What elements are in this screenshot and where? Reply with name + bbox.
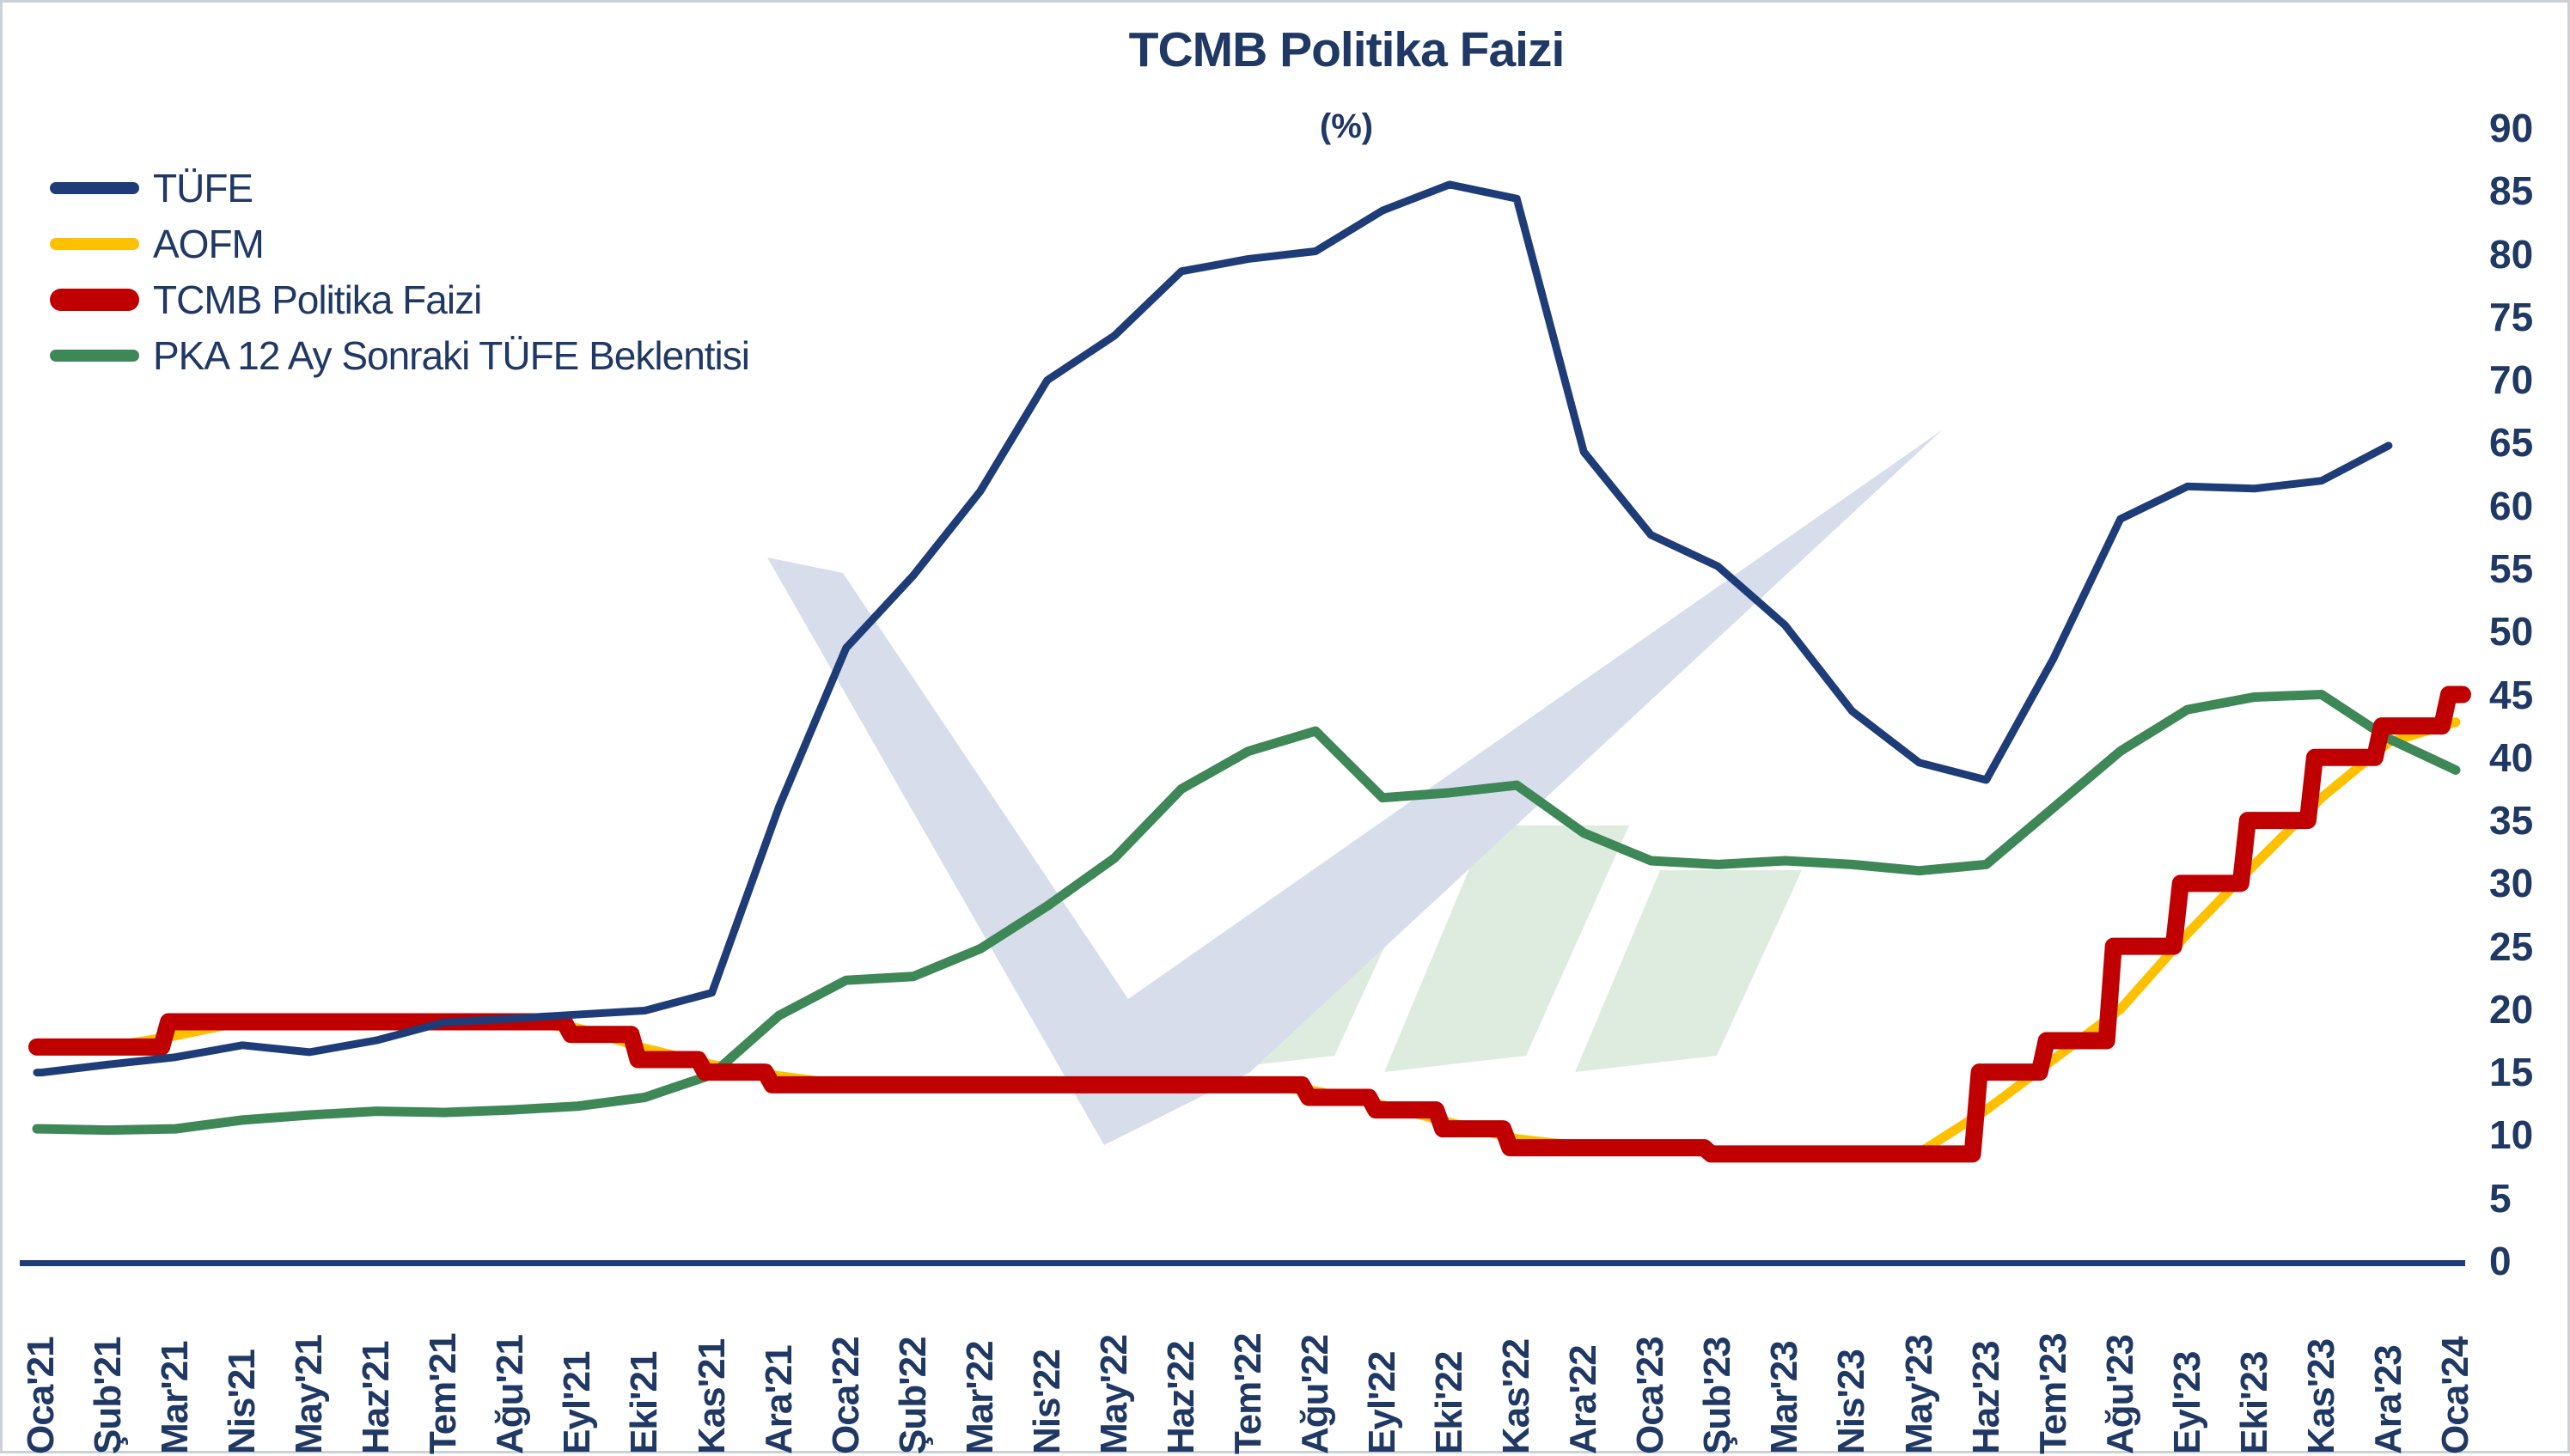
legend-swatch-pka-beklenti	[50, 349, 139, 362]
x-tick-label: Nis'21	[221, 1349, 264, 1454]
y-tick-label: 75	[2489, 294, 2534, 339]
x-tick-label: Ara'22	[1562, 1345, 1605, 1454]
legend-item-aofm: AOFM	[50, 216, 749, 271]
x-tick-label: Haz'22	[1159, 1341, 1202, 1454]
y-tick-label: 25	[2489, 923, 2534, 969]
x-tick-label: May'21	[288, 1335, 331, 1454]
x-tick-label: Kas'23	[2299, 1338, 2342, 1454]
x-tick-label: Kas'21	[690, 1338, 733, 1454]
y-tick-label: 40	[2489, 734, 2534, 780]
x-tick-label: Tem'22	[1226, 1333, 1269, 1454]
x-tick-label: Ara'21	[757, 1345, 800, 1454]
y-tick-label: 5	[2489, 1175, 2512, 1221]
legend-swatch-aofm	[50, 237, 139, 250]
y-tick-label: 70	[2489, 357, 2534, 403]
x-tick-label: Tem'21	[422, 1333, 465, 1454]
chart-title: TCMB Politika Faizi	[1128, 22, 1566, 77]
x-tick-label: Şub'22	[891, 1337, 934, 1454]
line-chart	[20, 180, 2471, 1266]
x-axis-line	[20, 1260, 2465, 1266]
x-tick-label: Nis'23	[1830, 1349, 1873, 1454]
x-tick-label: Ara'23	[2366, 1345, 2409, 1454]
legend-item-pka-beklenti: PKA 12 Ay Sonraki TÜFE Beklentisi	[50, 327, 750, 383]
legend-label-pka-beklenti: PKA 12 Ay Sonraki TÜFE Beklentisi	[153, 332, 750, 378]
x-tick-label: Haz'21	[355, 1341, 398, 1454]
x-tick-label: Eyl'23	[2165, 1351, 2208, 1454]
x-tick-label: Ağu'23	[2098, 1335, 2141, 1454]
x-tick-label: Eki'23	[2232, 1351, 2275, 1454]
x-tick-label: May'22	[1092, 1335, 1135, 1454]
chart-subtitle: (%)	[1319, 107, 1374, 145]
x-tick-label: May'23	[1897, 1335, 1940, 1454]
x-tick-label: Mar'21	[154, 1341, 197, 1454]
x-tick-label: Tem'23	[2031, 1333, 2074, 1454]
y-tick-label: 30	[2489, 861, 2534, 906]
y-tick-label: 50	[2489, 609, 2534, 655]
x-tick-label: Oca'24	[2433, 1337, 2476, 1454]
y-tick-label: 65	[2489, 420, 2534, 466]
legend-label-politika-faizi: TCMB Politika Faizi	[153, 277, 482, 322]
legend-item-tufe: TÜFE	[50, 160, 749, 216]
y-tick-label: 45	[2489, 672, 2534, 717]
legend-swatch-tufe	[50, 181, 139, 194]
x-tick-label: Ağu'22	[1294, 1335, 1337, 1454]
x-tick-label: Eki'22	[1428, 1351, 1471, 1454]
legend-swatch-politika-faizi	[50, 288, 139, 311]
legend-item-politika-faizi: TCMB Politika Faizi	[50, 271, 749, 327]
watermark-stripe-icon	[1575, 870, 1802, 1072]
watermark-stripe-icon	[1384, 825, 1629, 1072]
y-tick-label: 15	[2489, 1050, 2534, 1095]
watermark-check-icon	[767, 429, 1943, 1145]
data-series	[28, 180, 2471, 1163]
y-tick-label: 60	[2489, 483, 2534, 528]
legend-label-aofm: AOFM	[153, 221, 265, 266]
series-line	[28, 685, 2471, 1163]
x-tick-label: Eyl'21	[556, 1351, 599, 1454]
x-tick-label: Nis'22	[1025, 1349, 1068, 1454]
series-line	[32, 690, 2461, 1136]
x-tick-label: Oca'21	[20, 1337, 62, 1454]
y-tick-label: 35	[2489, 798, 2534, 844]
watermark-logo	[767, 429, 1943, 1145]
x-tick-label: Mar'22	[958, 1341, 1001, 1454]
y-tick-label: 90	[2489, 106, 2534, 151]
x-tick-label: Haz'23	[1964, 1341, 2007, 1454]
y-tick-label: 55	[2489, 545, 2534, 591]
x-tick-label: Mar'23	[1763, 1341, 1806, 1454]
x-tick-label: Kas'22	[1495, 1338, 1538, 1454]
y-tick-label: 20	[2489, 986, 2534, 1032]
x-tick-label: Ağu'21	[489, 1335, 532, 1454]
x-tick-label: Eyl'22	[1361, 1351, 1404, 1454]
x-tick-label: Şub'21	[87, 1337, 130, 1454]
x-tick-label: Şub'23	[1696, 1337, 1739, 1454]
x-tick-label: Eki'21	[623, 1351, 666, 1454]
x-tick-label: Oca'23	[1629, 1337, 1672, 1454]
y-tick-label: 10	[2489, 1112, 2534, 1158]
y-tick-label: 85	[2489, 168, 2534, 214]
series-line	[33, 180, 2393, 1077]
legend: TÜFE AOFM TCMB Politika Faizi PKA 12 Ay …	[50, 160, 750, 383]
y-tick-label: 0	[2489, 1239, 2512, 1283]
y-tick-label: 80	[2489, 231, 2534, 277]
legend-label-tufe: TÜFE	[153, 165, 253, 210]
x-tick-label: Oca'22	[824, 1337, 867, 1454]
